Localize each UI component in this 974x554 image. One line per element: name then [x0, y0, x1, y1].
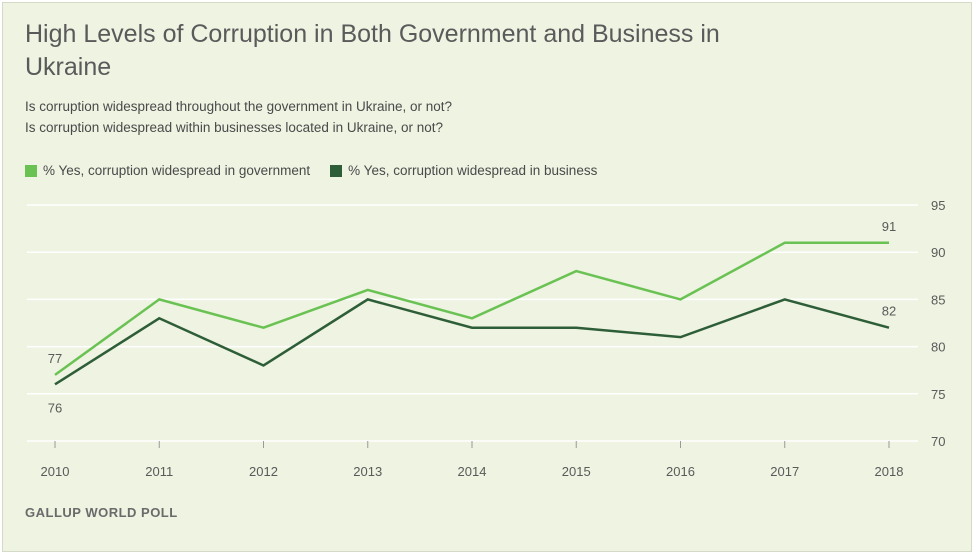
x-tick-label-2018: 2018 — [875, 464, 904, 479]
legend-label-government: % Yes, corruption widespread in governme… — [43, 163, 311, 178]
series-line-government — [54, 241, 889, 376]
x-tick-label-2016: 2016 — [666, 464, 695, 479]
y-axis-ticks: 70 75 80 85 90 95 — [931, 198, 945, 449]
subtitle-line-government: Is corruption widespread throughout the … — [25, 99, 452, 114]
y-tick-label-75: 75 — [931, 387, 945, 402]
source-credit: GALLUP WORLD POLL — [25, 505, 178, 520]
x-tick-label-2015: 2015 — [562, 464, 591, 479]
x-tick-label-2013: 2013 — [353, 464, 382, 479]
x-tick-label-2012: 2012 — [249, 464, 278, 479]
y-tick-label-70: 70 — [931, 434, 945, 449]
data-label-business-2010: 76 — [48, 400, 62, 415]
y-tick-label-95: 95 — [931, 198, 945, 213]
x-tick-label-2014: 2014 — [458, 464, 487, 479]
x-axis-ticks: 2010 2011 2012 2013 2014 2015 2016 2017 2018 — [41, 441, 904, 479]
series-layer — [54, 241, 890, 386]
chart-subtitle: Is corruption widespread throughout the … — [25, 96, 725, 138]
data-label-business-2018: 82 — [882, 304, 896, 319]
data-label-government-2018: 91 — [882, 219, 896, 234]
series-line-business — [54, 298, 890, 386]
subtitle-line-business: Is corruption widespread within business… — [25, 120, 443, 135]
y-tick-label-80: 80 — [931, 340, 945, 355]
legend-item-government: % Yes, corruption widespread in governme… — [25, 163, 310, 178]
legend-label-business: % Yes, corruption widespread in business — [348, 163, 598, 178]
chart-title: High Levels of Corruption in Both Govern… — [25, 20, 720, 81]
legend-swatch-business — [330, 164, 343, 177]
y-tick-label-90: 90 — [931, 245, 945, 260]
data-labels: 77 76 91 82 — [48, 219, 896, 416]
data-label-government-2010: 77 — [48, 351, 62, 366]
grid-layer — [27, 204, 918, 442]
x-tick-label-2011: 2011 — [145, 464, 173, 479]
y-tick-label-85: 85 — [931, 292, 945, 307]
chart-legend: % Yes, corruption widespread in governme… — [25, 163, 617, 178]
x-tick-label-2017: 2017 — [770, 464, 799, 479]
legend-swatch-government — [25, 164, 37, 177]
legend-item-business: % Yes, corruption widespread in business — [330, 163, 597, 178]
x-tick-label-2010: 2010 — [41, 464, 70, 479]
